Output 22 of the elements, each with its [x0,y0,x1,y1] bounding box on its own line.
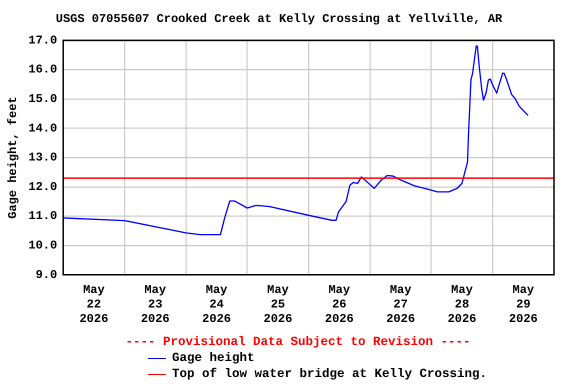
y-tick-label: 11.0 [28,209,58,224]
y-tick-label: 13.0 [28,150,58,165]
legend-label: Gage height [172,350,255,366]
x-tick-label: May 26 2026 [324,283,354,326]
x-tick-label: May 22 2026 [79,283,108,326]
x-tick-label: May 29 2026 [508,283,538,326]
y-tick-label: 9.0 [36,268,58,282]
legend-label: Top of low water bridge at Kelly Crossing. [172,366,488,382]
y-tick-label: 12.0 [28,180,58,194]
x-tick-label: May 23 2026 [140,283,170,326]
x-tick-label: May 24 2026 [202,283,231,326]
x-tick-label: May 25 2026 [264,283,292,326]
y-tick-label: 10.0 [28,238,58,253]
x-tick-label: May 27 2026 [386,283,416,326]
y-tick-label: 16.0 [28,62,58,77]
y-tick-label: 17.0 [28,33,58,48]
y-axis-title: Gage height, feet [6,96,20,219]
x-tick-label: May 28 2026 [448,283,476,326]
text: ---- Provisional Data Subject to Revision ---- [124,334,472,350]
y-tick-label: 15.0 [28,92,58,106]
chart-title: USGS 07055607 Crooked Creek at Kelly Crossing at Yellville, AR [56,12,504,26]
y-tick-label: 14.0 [28,121,58,136]
